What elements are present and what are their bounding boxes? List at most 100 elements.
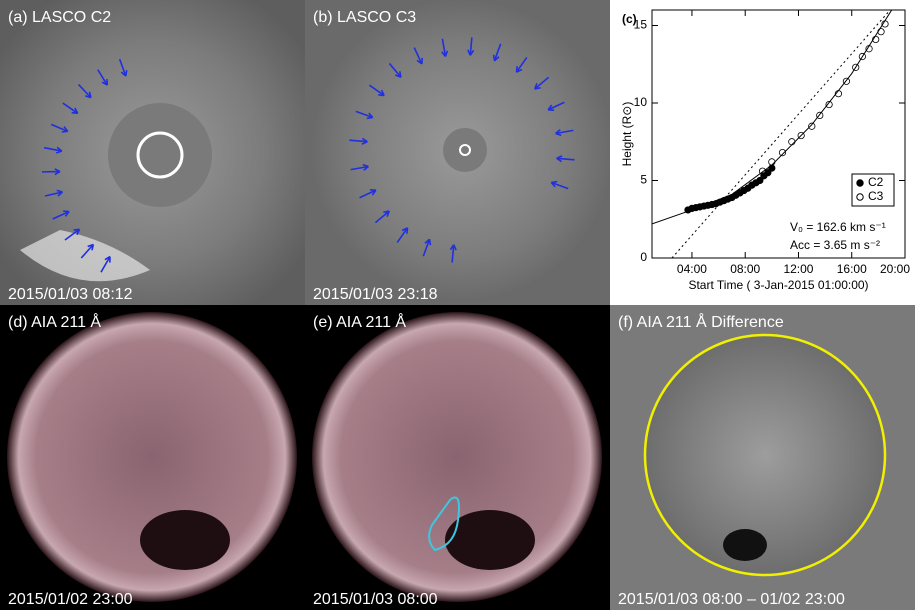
arrow-head [366, 112, 374, 120]
panel-time: 2015/01/03 08:12 [8, 286, 133, 303]
point [808, 122, 816, 130]
panel-time: 2015/01/03 08:00 – 01/02 23:00 [618, 591, 845, 608]
arrow-head [62, 210, 70, 217]
arrow [44, 191, 63, 197]
occulter [108, 103, 212, 207]
arrow-head [515, 66, 523, 73]
arrow-head [55, 146, 63, 154]
arrow-head [378, 89, 385, 97]
point [764, 169, 772, 177]
panel-label: (b) LASCO C3 [313, 9, 416, 26]
panel-label: (f) AIA 211 Å Difference [618, 312, 784, 331]
arrow-head [550, 180, 558, 188]
legend-label: C2 [868, 175, 884, 189]
arrow-head [61, 126, 69, 133]
x-axis-label: Start Time ( 3-Jan-2015 01:00:00) [688, 278, 868, 292]
legend-marker [856, 193, 864, 201]
dimming [723, 529, 767, 561]
panel-labels: (a) LASCO C2 2015/01/03 08:12 (b) LASCO C3… [8, 9, 845, 608]
arrow [43, 146, 62, 152]
point [756, 176, 764, 185]
arrow [355, 110, 374, 119]
panel-time: 2015/01/03 08:00 [313, 591, 438, 608]
arrow-head [120, 69, 128, 77]
arrow [50, 123, 69, 133]
arrows [42, 37, 575, 273]
y-tick-label: 15 [634, 18, 648, 32]
arrow [556, 157, 575, 161]
arrow [441, 38, 447, 57]
point [797, 131, 805, 140]
arrow [451, 244, 455, 263]
legend-label: C3 [868, 189, 884, 203]
arrow [413, 47, 423, 65]
occulter [443, 128, 487, 172]
arrow-head [449, 244, 457, 251]
point [778, 149, 787, 157]
y-tick-label: 10 [634, 95, 648, 109]
arrow-head [54, 168, 61, 176]
arrow [396, 227, 409, 244]
arrow-head [71, 107, 79, 115]
coronal-hole [445, 510, 535, 570]
point [788, 138, 796, 146]
arrow [118, 58, 127, 77]
legend-marker [856, 179, 864, 187]
arrow-head [547, 104, 555, 112]
arrow [77, 84, 92, 99]
y-tick-label: 5 [640, 173, 647, 187]
arrow-head [104, 255, 111, 263]
arrow [359, 189, 377, 199]
arrow-head [362, 163, 369, 171]
arrow [100, 256, 111, 273]
arrow [97, 69, 108, 86]
panel-label: (d) AIA 211 Å [8, 312, 101, 331]
plot-frame [651, 9, 906, 259]
arrow [52, 210, 70, 220]
arrow [374, 210, 390, 224]
arrow-head [383, 210, 390, 217]
arrow-head [555, 129, 562, 137]
point [852, 63, 860, 71]
panel-label: (c) [622, 12, 637, 26]
point [816, 111, 824, 120]
coronal-hole [140, 510, 230, 570]
diff-sun [643, 333, 887, 577]
arrow-head [534, 83, 541, 90]
arrow [469, 37, 473, 56]
arrow-head [441, 50, 449, 57]
annotation: Acc = 3.65 m s⁻² [790, 238, 880, 252]
arrow-head [401, 227, 409, 234]
point [768, 158, 776, 166]
cme-front [20, 230, 150, 282]
arrow-head [73, 228, 81, 236]
sun-limb [459, 144, 471, 156]
arrow [368, 84, 385, 97]
annotation: V₀ = 162.6 km s⁻¹ [790, 220, 886, 234]
arrow-head [56, 189, 63, 197]
point [758, 167, 767, 175]
point [865, 45, 873, 53]
sun-limb [136, 131, 184, 179]
arrow-head [85, 91, 92, 99]
point [768, 164, 776, 172]
arrow [515, 56, 528, 73]
fit-line [671, 10, 891, 258]
arrow-head [361, 137, 368, 145]
arrow [550, 181, 569, 190]
point [872, 35, 880, 44]
x-tick-label: 20:00 [880, 262, 910, 276]
legend-box [851, 173, 895, 207]
arrow-head [467, 49, 475, 56]
arrow-head [556, 155, 563, 163]
panel-label: (a) LASCO C2 [8, 9, 111, 26]
arrow-head [369, 188, 377, 196]
point [825, 100, 833, 109]
x-tick-label: 16:00 [837, 262, 867, 276]
arrow [349, 139, 368, 143]
arrow [422, 238, 431, 257]
point [842, 77, 851, 85]
point [881, 20, 889, 28]
